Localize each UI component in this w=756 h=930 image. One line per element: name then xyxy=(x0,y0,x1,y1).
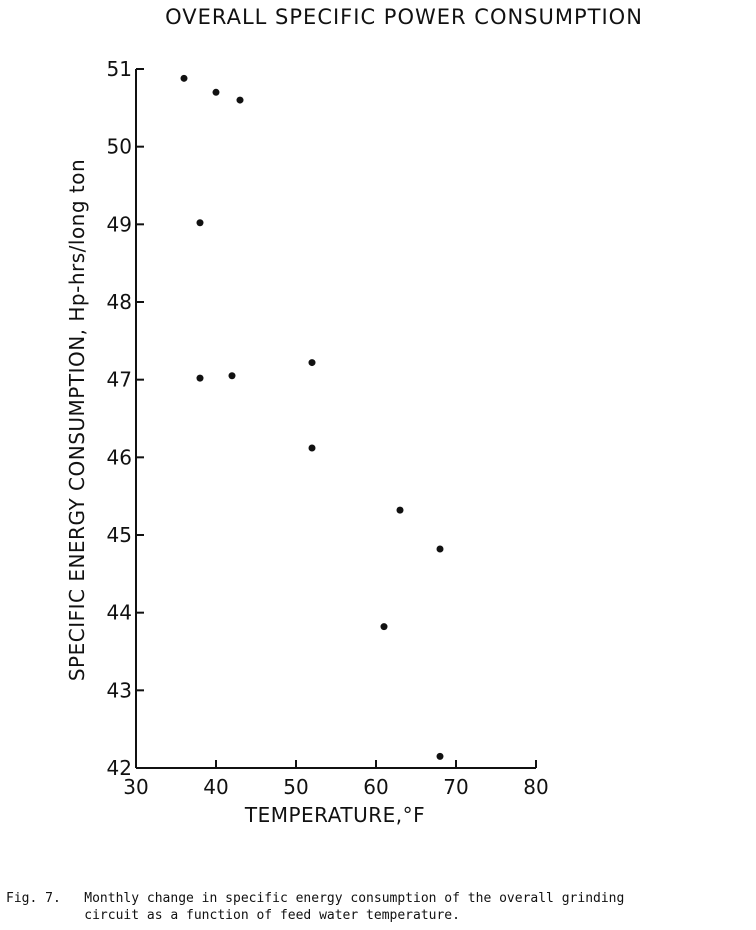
figure-caption: Fig. 7. Monthly change in specific energ… xyxy=(6,890,751,924)
y-tick-label: 47 xyxy=(107,368,132,392)
caption-line-1: Monthly change in specific energy consum… xyxy=(84,891,624,906)
data-point xyxy=(437,545,444,552)
caption-line-2: circuit as a function of feed water temp… xyxy=(84,908,460,923)
data-point xyxy=(309,359,316,366)
y-tick-label: 44 xyxy=(107,601,132,625)
x-tick-label: 60 xyxy=(363,775,388,799)
x-tick-label: 70 xyxy=(443,775,468,799)
caption-label: Fig. 7. xyxy=(6,891,61,906)
data-point xyxy=(229,372,236,379)
y-tick-label: 46 xyxy=(107,445,132,469)
y-tick-label: 51 xyxy=(107,57,132,81)
data-point xyxy=(309,445,316,452)
y-tick-label: 49 xyxy=(107,212,132,236)
data-point xyxy=(197,219,204,226)
data-point xyxy=(181,75,188,82)
y-tick-label: 48 xyxy=(107,290,132,314)
y-tick-label: 42 xyxy=(107,756,132,780)
x-tick-label: 80 xyxy=(523,775,548,799)
data-point xyxy=(397,507,404,514)
axes xyxy=(136,69,536,768)
x-tick-label: 50 xyxy=(283,775,308,799)
data-point xyxy=(381,623,388,630)
x-tick-label: 40 xyxy=(203,775,228,799)
chart-title: OVERALL SPECIFIC POWER CONSUMPTION xyxy=(165,5,643,29)
data-point xyxy=(197,375,204,382)
data-points xyxy=(181,75,444,760)
y-axis-label: SPECIFIC ENERGY CONSUMPTION, Hp-hrs/long… xyxy=(65,159,89,681)
y-tick-label: 45 xyxy=(107,523,132,547)
x-axis-label: TEMPERATURE,°F xyxy=(244,803,425,827)
data-point xyxy=(237,97,244,104)
scatter-chart: OVERALL SPECIFIC POWER CONSUMPTION 30 40 5… xyxy=(0,0,756,870)
y-tick-label: 43 xyxy=(107,678,132,702)
data-point xyxy=(437,753,444,760)
y-tick-label: 50 xyxy=(107,135,132,159)
data-point xyxy=(213,89,220,96)
